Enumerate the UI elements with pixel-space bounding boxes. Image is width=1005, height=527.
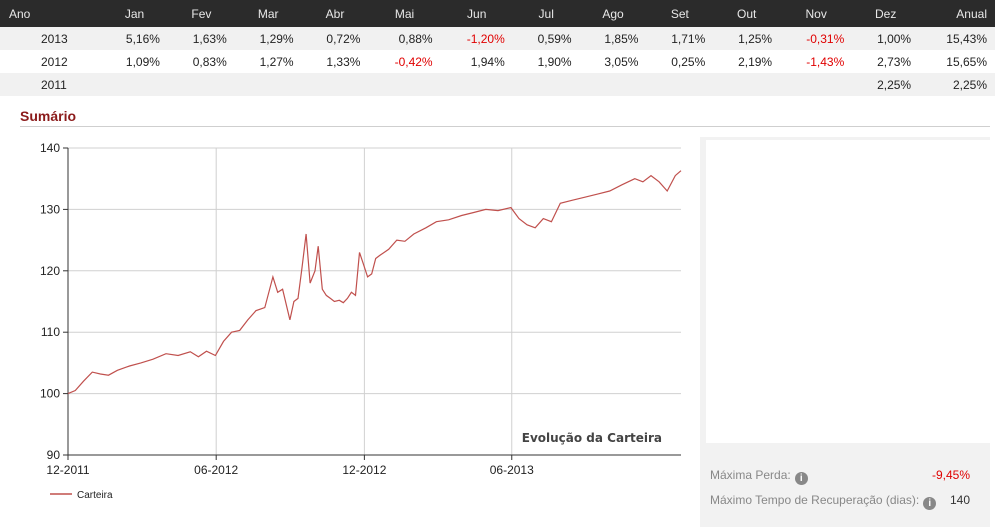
return-cell: 1,33% — [301, 50, 369, 73]
column-header: Ano — [0, 0, 102, 27]
return-cell: 1,29% — [234, 27, 302, 50]
x-tick-label: 06-2013 — [490, 463, 534, 477]
y-tick-label: 110 — [41, 325, 60, 339]
return-cell: 1,09% — [101, 50, 168, 73]
x-tick-label: 12-2011 — [46, 463, 89, 477]
return-cell: 2,19% — [713, 50, 781, 73]
return-cell: 2,73% — [852, 50, 920, 73]
return-cell — [368, 73, 441, 96]
year-cell: 2011 — [0, 73, 102, 96]
table-row: 2013 5,16% 1,63% 1,29% 0,72% 0,88% -1,20% 0,59%… — [0, 27, 995, 50]
chart-title: Evolução da Carteira — [522, 431, 662, 445]
summary-title: Sumário — [20, 108, 77, 124]
return-cell: -0,42% — [368, 50, 441, 73]
return-cell: 5,16% — [101, 27, 168, 50]
table-row: 2012 1,09% 0,83% 1,27% 1,33% -0,42% 1,94% 1,90%… — [0, 50, 995, 73]
return-cell: -1,20% — [440, 27, 513, 50]
column-header: Set — [646, 0, 714, 27]
y-tick-label: 130 — [40, 202, 60, 216]
section-divider — [20, 126, 990, 127]
return-cell: -1,43% — [780, 50, 853, 73]
x-tick-label: 06-2012 — [194, 463, 238, 477]
info-icon[interactable]: i — [923, 497, 937, 510]
column-header: Ago — [579, 0, 647, 27]
return-cell: 1,00% — [852, 27, 920, 50]
column-header: Mar — [234, 0, 302, 27]
return-cell: 15,65% — [919, 50, 995, 73]
table-header-row: Ano Jan Fev Mar Abr Mai Jun Jul Ago Set Out Nov Dez A… — [0, 0, 995, 27]
return-cell — [167, 73, 235, 96]
max-recovery-label: Máximo Tempo de Recuperação (dias): — [710, 493, 920, 507]
column-header: Jan — [101, 0, 168, 27]
max-loss-metric: Máxima Perda: i -9,45% — [710, 466, 982, 485]
max-loss-value: -9,45% — [931, 468, 970, 482]
return-cell: 1,90% — [512, 50, 580, 73]
return-cell — [579, 73, 647, 96]
summary-side-blank — [706, 140, 990, 443]
column-header: Fev — [167, 0, 235, 27]
y-tick-label: 100 — [40, 387, 60, 401]
x-tick-label: 12-2012 — [342, 463, 386, 477]
column-header: Dez — [852, 0, 920, 27]
return-cell: 0,83% — [167, 50, 235, 73]
return-cell: 0,88% — [368, 27, 441, 50]
return-cell: 3,05% — [579, 50, 647, 73]
return-cell: 1,85% — [579, 27, 647, 50]
y-tick-label: 120 — [40, 264, 60, 278]
column-header: Out — [713, 0, 781, 27]
y-tick-label: 140 — [40, 141, 60, 155]
summary-side-panel: Máxima Perda: i -9,45% Máximo Tempo de Re… — [700, 137, 990, 527]
return-cell — [234, 73, 302, 96]
column-header: Mai — [368, 0, 441, 27]
table-body: 2013 5,16% 1,63% 1,29% 0,72% 0,88% -1,20% 0,59%… — [0, 27, 995, 96]
year-cell: 2013 — [0, 27, 102, 50]
return-cell: 1,27% — [234, 50, 302, 73]
max-recovery-metric: Máximo Tempo de Recuperação (dias): i 140 — [710, 491, 982, 510]
column-header: Abr — [301, 0, 369, 27]
monthly-returns-table: Ano Jan Fev Mar Abr Mai Jun Jul Ago Set Out Nov Dez A… — [0, 0, 995, 96]
max-recovery-value: 140 — [949, 493, 970, 507]
portfolio-chart: 90 100 110 120 130 140 12-2011 06-2012 12-2012 06… — [40, 141, 682, 501]
return-cell: 1,63% — [167, 27, 235, 50]
year-cell: 2012 — [0, 50, 102, 73]
legend-label: Carteira — [77, 490, 113, 501]
return-cell — [713, 73, 781, 96]
return-cell: 2,25% — [919, 73, 995, 96]
return-cell — [780, 73, 853, 96]
column-header: Anual — [919, 0, 995, 27]
return-cell: 15,43% — [919, 27, 995, 50]
column-header: Jul — [512, 0, 580, 27]
return-cell — [101, 73, 168, 96]
return-cell: 0,59% — [512, 27, 580, 50]
table-row: 2011 2,25% 2,25% — [0, 73, 995, 96]
return-cell — [512, 73, 580, 96]
return-cell: 1,25% — [713, 27, 781, 50]
return-cell: 2,25% — [852, 73, 920, 96]
column-header: Jun — [440, 0, 513, 27]
series-line-carteira — [67, 170, 682, 395]
max-loss-label: Máxima Perda: — [710, 468, 791, 482]
column-header: Nov — [780, 0, 853, 27]
plot-area — [68, 148, 681, 455]
y-tick-label: 90 — [47, 448, 61, 462]
return-cell: 0,25% — [646, 50, 714, 73]
return-cell — [646, 73, 714, 96]
return-cell: -0,31% — [780, 27, 853, 50]
return-cell — [301, 73, 369, 96]
return-cell: 1,94% — [440, 50, 513, 73]
return-cell: 1,71% — [646, 27, 714, 50]
info-icon[interactable]: i — [794, 472, 808, 485]
return-cell: 0,72% — [301, 27, 369, 50]
return-cell — [440, 73, 513, 96]
